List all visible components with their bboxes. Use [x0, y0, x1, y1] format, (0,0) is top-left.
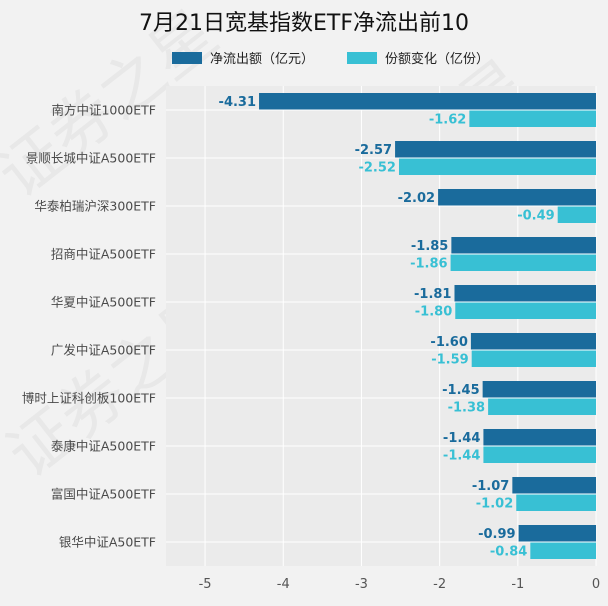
category-label: 景顺长城中证A500ETF: [26, 151, 156, 166]
data-label-net-outflow: -1.07: [472, 479, 509, 494]
legend-swatch-net-outflow: [172, 52, 202, 64]
data-label-share-change: -1.62: [429, 112, 466, 127]
x-tick-label: -5: [199, 577, 212, 592]
data-label-net-outflow: -4.31: [219, 95, 256, 110]
category-label: 广发中证A500ETF: [51, 343, 156, 358]
data-label-net-outflow: -2.02: [398, 191, 435, 206]
x-axis-ticks: -5 -4 -3 -2 -1 0: [199, 577, 601, 592]
bar-share-change: [471, 350, 596, 367]
category-labels: 南方中证1000ETF 景顺长城中证A500ETF 华泰柏瑞沪深300ETF 招商中证…: [22, 103, 156, 550]
bars: [259, 93, 596, 559]
bar-net-outflow: [512, 477, 596, 494]
data-label-share-change: -0.84: [490, 544, 527, 559]
category-label: 银华中证A50ETF: [59, 535, 156, 550]
legend: 净流出额（亿元） 份额变化（亿份）: [172, 51, 489, 67]
x-tick-label: -2: [433, 577, 446, 592]
data-label-net-outflow: -1.85: [411, 239, 448, 254]
bar-net-outflow: [518, 525, 596, 542]
x-tick-label: -4: [277, 577, 290, 592]
bar-net-outflow: [470, 333, 596, 350]
x-tick-label: 0: [592, 577, 600, 592]
bar-share-change: [450, 254, 596, 271]
bar-net-outflow: [395, 141, 596, 158]
x-tick-label: -3: [355, 577, 368, 592]
bar-share-change: [455, 302, 596, 319]
bar-share-change: [530, 542, 596, 559]
category-label: 富国中证A500ETF: [51, 487, 156, 502]
bar-share-change: [469, 110, 596, 127]
category-label: 南方中证1000ETF: [51, 103, 156, 118]
data-label-share-change: -1.86: [410, 256, 447, 271]
legend-swatch-share-change: [347, 52, 377, 64]
data-label-share-change: -2.52: [358, 160, 395, 175]
bar-net-outflow: [483, 429, 596, 446]
bar-share-change: [516, 494, 596, 511]
data-label-share-change: -1.38: [448, 400, 485, 415]
legend-label-share-change: 份额变化（亿份）: [385, 51, 489, 67]
data-label-share-change: -1.59: [431, 352, 468, 367]
category-label: 招商中证A500ETF: [51, 247, 156, 262]
bar-net-outflow: [451, 237, 596, 254]
data-label-net-outflow: -1.45: [442, 383, 479, 398]
data-label-share-change: -0.49: [517, 208, 554, 223]
bar-share-change: [483, 446, 596, 463]
category-label: 华夏中证A500ETF: [51, 295, 156, 310]
data-label-net-outflow: -0.99: [478, 527, 515, 542]
grid-lines: [166, 86, 597, 566]
bar-net-outflow: [259, 93, 596, 110]
bar-net-outflow: [454, 285, 596, 302]
bar-net-outflow: [482, 381, 596, 398]
data-label-net-outflow: -1.60: [430, 335, 467, 350]
bar-share-change: [398, 158, 596, 175]
bar-net-outflow: [438, 189, 596, 206]
bar-share-change: [488, 398, 596, 415]
legend-label-net-outflow: 净流出额（亿元）: [210, 52, 314, 67]
data-labels: -4.31 -1.62 -2.57 -2.52 -2.02 -0.49 -1.85 -1.86…: [219, 95, 555, 560]
data-label-net-outflow: -1.44: [443, 431, 480, 446]
category-label: 博时上证科创板100ETF: [22, 391, 156, 406]
x-tick-label: -1: [511, 577, 524, 592]
chart-title: 7月21日宽基指数ETF净流出前10: [139, 11, 469, 36]
data-label-share-change: -1.80: [415, 304, 452, 319]
category-label: 泰康中证A500ETF: [51, 439, 156, 454]
bar-share-change: [557, 206, 596, 223]
data-label-share-change: -1.02: [476, 496, 513, 511]
data-label-net-outflow: -2.57: [355, 143, 392, 158]
data-label-share-change: -1.44: [443, 448, 480, 463]
data-label-net-outflow: -1.81: [414, 287, 451, 302]
category-label: 华泰柏瑞沪深300ETF: [34, 199, 156, 214]
